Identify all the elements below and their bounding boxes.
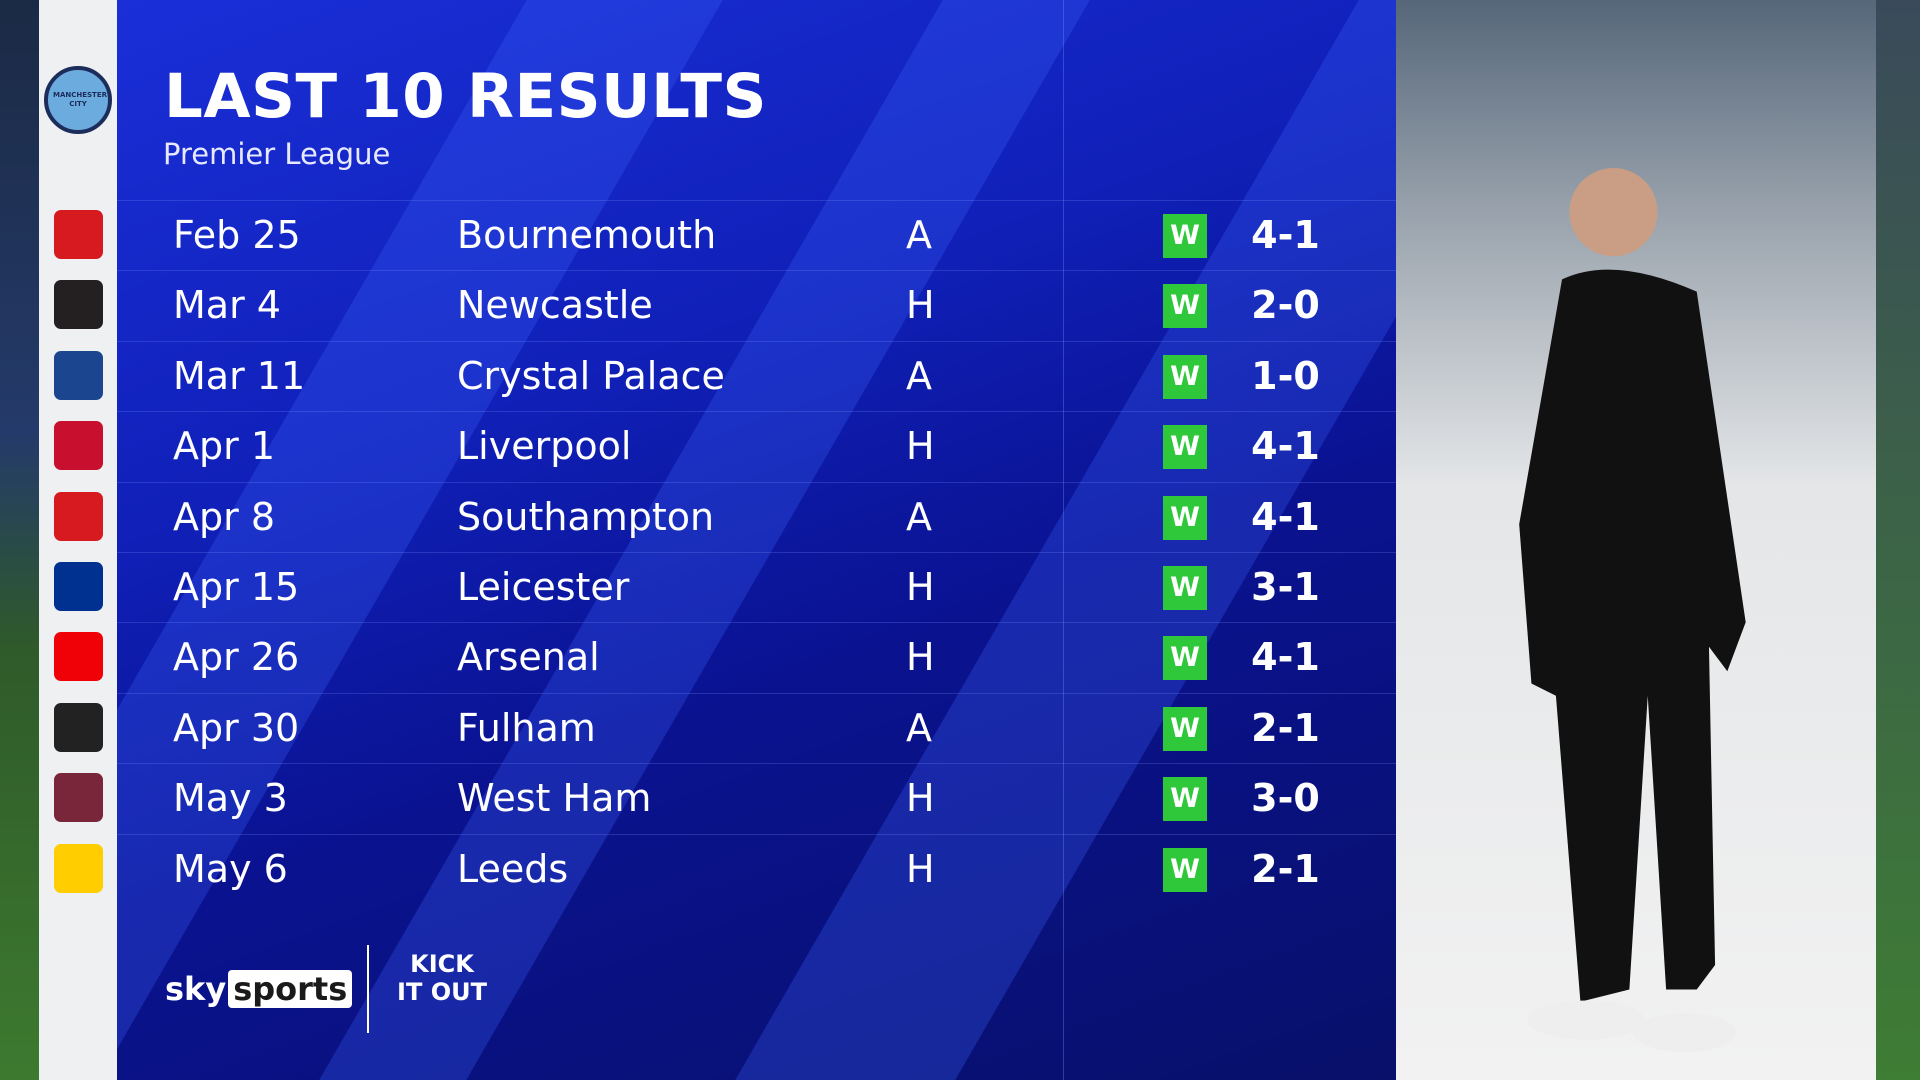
result-row: Apr 15 Leicester H W 3-1 — [117, 552, 1396, 623]
match-date: May 6 — [173, 846, 288, 891]
score: 4-1 — [1251, 213, 1320, 257]
opponent-crest-icon — [54, 210, 103, 259]
venue: A — [906, 353, 932, 398]
opponent-crest-icon — [54, 350, 103, 400]
opponent-name: Newcastle — [457, 283, 653, 328]
team-name: Manchester City — [53, 91, 108, 108]
result-badge: W — [1163, 847, 1207, 892]
result-badge: W — [1163, 425, 1207, 470]
result-row: Mar 4 Newcastle H W 2-0 — [117, 270, 1396, 341]
result-row: Mar 11 Crystal Palace A W 1-0 — [117, 340, 1396, 412]
man-city-crest-icon: Manchester City — [44, 66, 112, 134]
venue: H — [906, 635, 935, 680]
score: 4-1 — [1251, 424, 1320, 469]
match-date: Apr 8 — [173, 494, 275, 539]
stadium-background — [0, 0, 39, 1080]
result-badge: W — [1163, 636, 1207, 681]
result-badge: W — [1163, 495, 1207, 540]
competition-subtitle: Premier League — [163, 137, 391, 171]
score: 4-1 — [1251, 494, 1320, 539]
opponent-crest-icon — [54, 421, 103, 471]
result-badge: W — [1163, 706, 1207, 751]
opponent-crest-icon — [54, 773, 103, 823]
opponent-crest-icon — [54, 843, 103, 893]
opponent-crest-icon — [54, 632, 103, 682]
match-date: Apr 15 — [173, 565, 300, 609]
page-title: LAST 10 RESULTS — [164, 61, 767, 132]
opponent-crest-icon — [54, 280, 103, 330]
venue: A — [906, 213, 932, 257]
score: 3-0 — [1251, 776, 1320, 821]
result-row: Feb 25 Bournemouth A W 4-1 — [117, 200, 1396, 271]
match-date: Apr 26 — [173, 635, 300, 680]
result-badge: W — [1163, 777, 1207, 822]
result-badge: W — [1163, 354, 1207, 399]
venue: A — [906, 705, 932, 750]
match-date: Feb 25 — [173, 213, 301, 257]
opponent-name: Leicester — [457, 565, 630, 609]
opponent-name: Crystal Palace — [457, 353, 725, 398]
result-row: Apr 30 Fulham A W 2-1 — [117, 692, 1396, 764]
result-badge: W — [1163, 566, 1207, 610]
score: 2-1 — [1251, 846, 1320, 891]
result-row: Apr 1 Liverpool H W 4-1 — [117, 411, 1396, 482]
match-date: Apr 30 — [173, 705, 300, 750]
score: 2-1 — [1251, 705, 1320, 750]
divider-line — [1063, 0, 1064, 1080]
opponent-name: Southampton — [457, 494, 715, 539]
score: 1-0 — [1251, 353, 1320, 398]
match-date: Mar 4 — [173, 283, 281, 328]
kick-it-out-logo: KICK IT OUT — [397, 950, 487, 1006]
venue: H — [906, 776, 935, 821]
logo-divider — [367, 945, 369, 1033]
score: 2-0 — [1251, 283, 1320, 328]
result-row: May 6 Leeds H W 2-1 — [117, 833, 1396, 905]
result-row: Apr 26 Arsenal H W 4-1 — [117, 622, 1396, 693]
venue: H — [906, 283, 935, 328]
opponent-crest-icon — [54, 702, 103, 752]
opponent-name: Liverpool — [457, 424, 632, 469]
venue: H — [906, 565, 935, 609]
match-date: Apr 1 — [173, 424, 275, 469]
match-date: May 3 — [173, 776, 288, 821]
sky-sports-logo: sky sports — [165, 970, 353, 1008]
result-badge: W — [1163, 214, 1207, 258]
results-panel — [117, 0, 1396, 1080]
score: 3-1 — [1251, 565, 1320, 609]
score: 4-1 — [1251, 635, 1320, 680]
opponent-name: Leeds — [457, 846, 569, 891]
result-row: May 3 West Ham H W 3-0 — [117, 763, 1396, 834]
result-badge: W — [1163, 284, 1207, 329]
venue: H — [906, 424, 935, 469]
opponent-name: Arsenal — [457, 635, 600, 680]
opponent-crest-icon — [54, 562, 103, 611]
result-row: Apr 8 Southampton A W 4-1 — [117, 481, 1396, 553]
match-date: Mar 11 — [173, 353, 306, 398]
manager-figure — [1519, 168, 1746, 1052]
venue: A — [906, 494, 932, 539]
opponent-name: Bournemouth — [457, 213, 717, 257]
opponent-name: West Ham — [457, 776, 652, 821]
venue: H — [906, 846, 935, 891]
opponent-name: Fulham — [457, 705, 596, 750]
opponent-crest-icon — [54, 491, 103, 541]
